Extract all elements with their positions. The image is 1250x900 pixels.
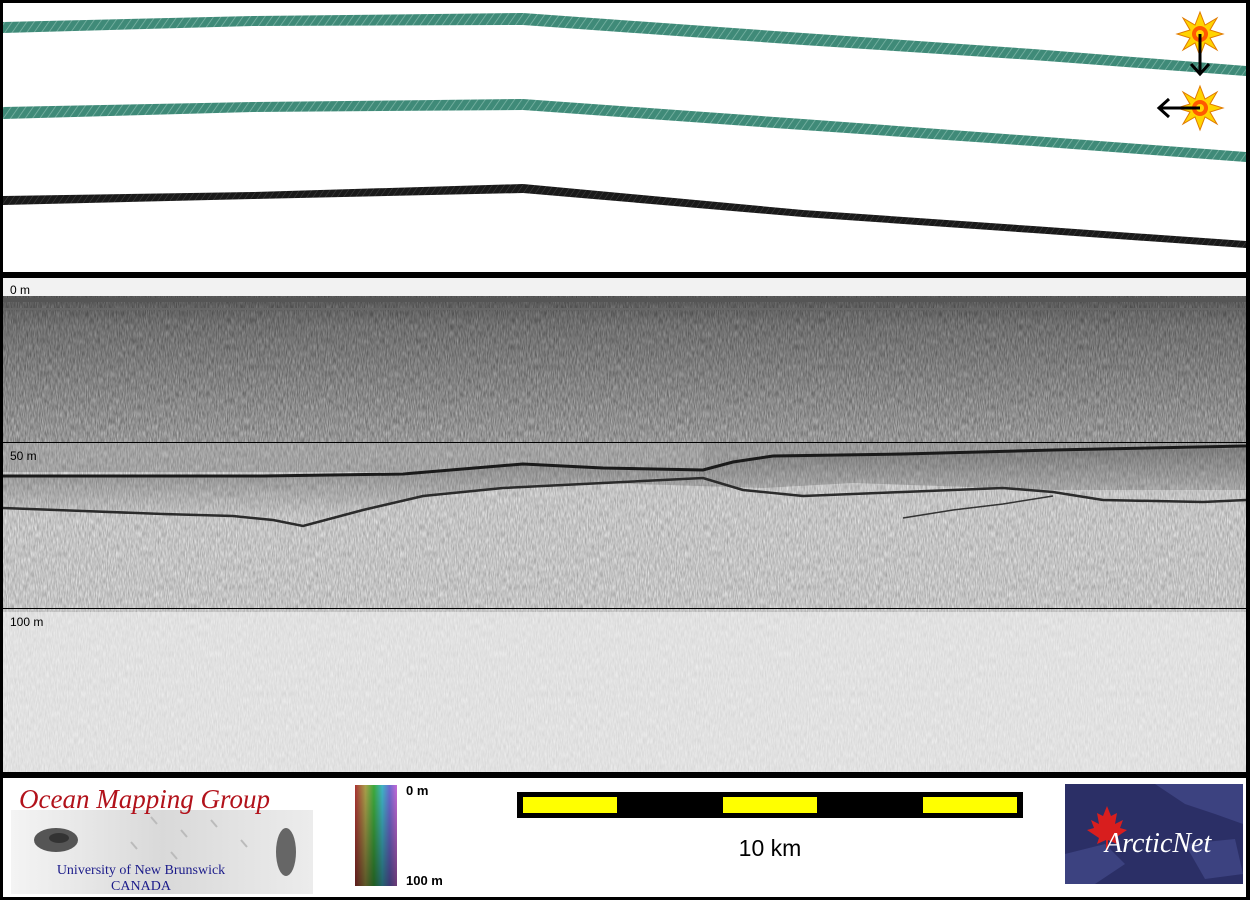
swath-track-3 (3, 184, 1246, 248)
swath-tracks (3, 10, 1246, 248)
omg-logo-country: CANADA (111, 879, 171, 894)
omg-seafloor-image (11, 810, 313, 894)
scale-bar-segment (723, 797, 817, 813)
swath-track-1 (3, 13, 1246, 76)
depth-gridline (3, 608, 1246, 609)
arcticnet-map-background (1065, 784, 1243, 884)
depth-label-100: 100 m (10, 615, 44, 629)
profile-image (3, 296, 1246, 772)
depth-gridline (3, 442, 1246, 443)
arrow-down-icon (1189, 34, 1211, 77)
arcticnet-logo-text: ArcticNet (1105, 828, 1212, 859)
subbottom-reflector (3, 476, 1246, 528)
depth-label-50: 50 m (10, 449, 37, 463)
maple-leaf-icon (1087, 806, 1127, 850)
swath-track-2 (3, 99, 1246, 162)
scale-bar-segment (523, 797, 617, 813)
subbottom-profile-panel: 0 m 50 m 100 m (3, 278, 1246, 772)
seafloor-reflector (3, 444, 1246, 478)
scale-bar-segment (923, 797, 1017, 813)
depth-label-0: 0 m (10, 283, 31, 297)
omg-logo-title: Ocean Mapping Group (19, 784, 270, 814)
depth-colorbar (355, 785, 397, 886)
colorbar-bottom-label: 100 m (406, 873, 443, 888)
scale-bar (517, 792, 1023, 818)
legend-footer: Ocean Mapping Group University of New Br… (3, 778, 1246, 897)
arcticnet-logo: ArcticNet (1065, 784, 1243, 884)
colorbar-top-label: 0 m (406, 783, 429, 798)
ocean-mapping-group-logo: Ocean Mapping Group University of New Br… (11, 782, 313, 894)
omg-logo-university: University of New Brunswick (56, 863, 226, 878)
scale-bar-label: 10 km (738, 835, 802, 861)
arrow-left-icon (1156, 97, 1200, 119)
swath-track-panel (3, 3, 1246, 272)
